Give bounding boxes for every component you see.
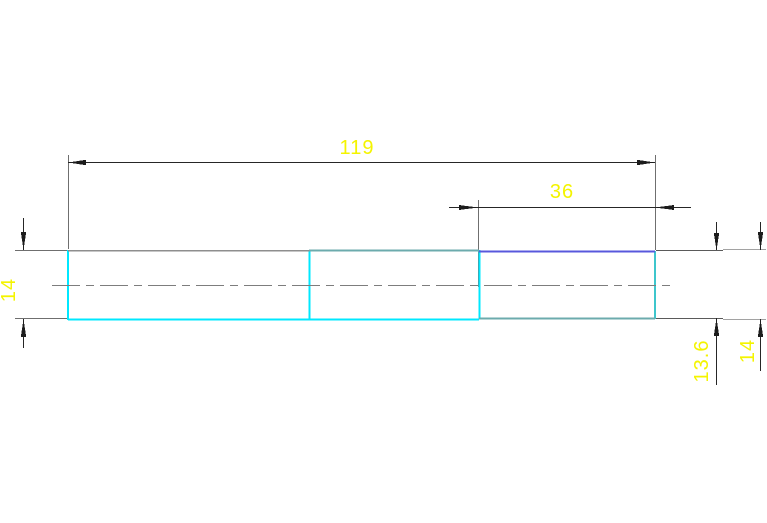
dimension-text-right-diameter[interactable]: 14 bbox=[737, 338, 759, 364]
arrowhead-36-left bbox=[459, 205, 478, 210]
arrowhead-14-left-top bbox=[20, 232, 27, 250]
dimension-left-diameter[interactable] bbox=[20, 218, 27, 348]
arrowhead-13p6-top bbox=[713, 233, 720, 251]
dimension-overall-length[interactable] bbox=[68, 159, 655, 166]
extension-lines bbox=[15, 155, 766, 320]
dimension-text-right-section-diameter[interactable]: 13.6 bbox=[691, 339, 713, 383]
dimension-right-diameter[interactable] bbox=[757, 222, 764, 371]
arrowhead-119-left bbox=[68, 159, 86, 166]
dimension-text-overall-length[interactable]: 119 bbox=[339, 137, 375, 159]
arrowhead-14-right-top bbox=[757, 232, 764, 250]
arrowhead-13p6-bottom bbox=[713, 318, 720, 336]
arrowhead-36-right bbox=[655, 205, 674, 210]
arrowhead-14-right-bottom bbox=[757, 319, 764, 337]
dimension-right-section-length[interactable] bbox=[449, 205, 691, 210]
dimension-text-left-diameter[interactable]: 14 bbox=[0, 277, 20, 303]
arrowhead-119-right bbox=[637, 159, 655, 166]
dimension-text-right-section-length[interactable]: 36 bbox=[549, 181, 575, 203]
dimension-right-section-diameter[interactable] bbox=[713, 222, 720, 385]
arrowhead-14-left-bottom bbox=[20, 319, 27, 337]
